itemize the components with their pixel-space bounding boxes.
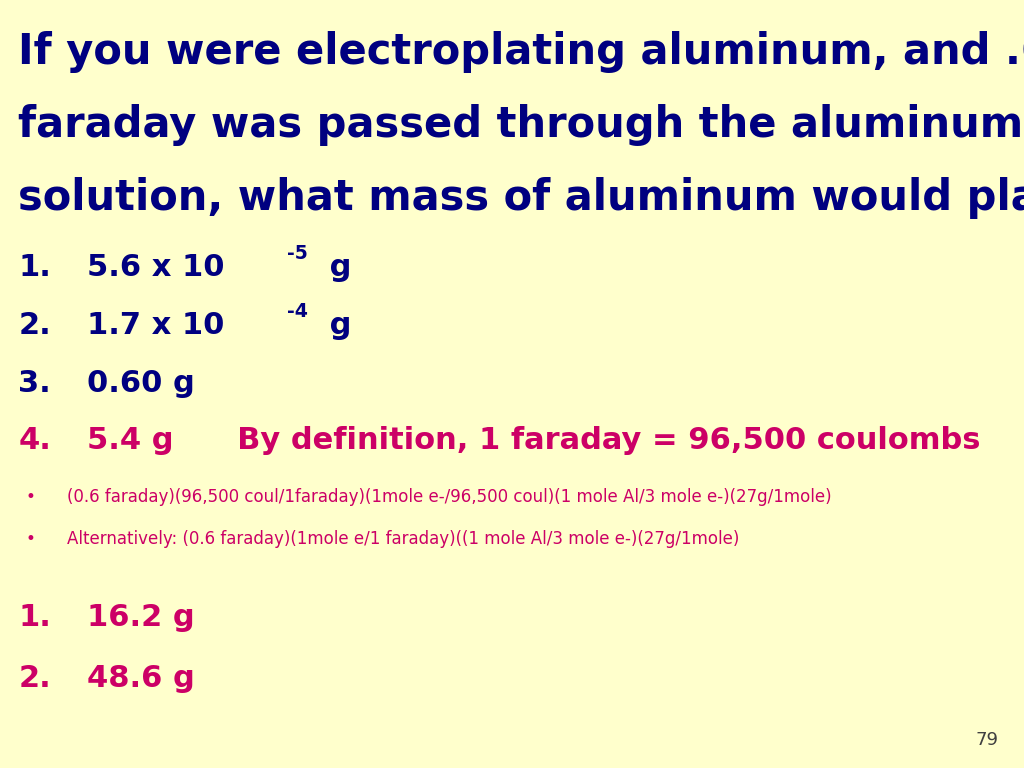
Text: 79: 79 bbox=[976, 731, 998, 749]
Text: g: g bbox=[319, 253, 352, 283]
Text: g: g bbox=[319, 311, 352, 340]
Text: 1.: 1. bbox=[18, 253, 51, 283]
Text: 5.6 x 10: 5.6 x 10 bbox=[87, 253, 224, 283]
Text: 16.2 g: 16.2 g bbox=[87, 603, 195, 632]
Text: 3.: 3. bbox=[18, 369, 51, 398]
Text: 4.: 4. bbox=[18, 426, 51, 455]
Text: •: • bbox=[26, 530, 36, 548]
Text: 5.4 g      By definition, 1 faraday = 96,500 coulombs: 5.4 g By definition, 1 faraday = 96,500 … bbox=[87, 426, 981, 455]
Text: 48.6 g: 48.6 g bbox=[87, 664, 195, 694]
Text: 2.: 2. bbox=[18, 664, 51, 694]
Text: 2.: 2. bbox=[18, 311, 51, 340]
Text: (0.6 faraday)(96,500 coul/1faraday)(1mole e-/96,500 coul)(1 mole Al/3 mole e-)(2: (0.6 faraday)(96,500 coul/1faraday)(1mol… bbox=[67, 488, 831, 505]
Text: 1.7 x 10: 1.7 x 10 bbox=[87, 311, 224, 340]
Text: •: • bbox=[26, 488, 36, 505]
Text: -5: -5 bbox=[287, 244, 307, 263]
Text: 1.: 1. bbox=[18, 603, 51, 632]
Text: Alternatively: (0.6 faraday)(1mole e/1 faraday)((1 mole Al/3 mole e-)(27g/1mole): Alternatively: (0.6 faraday)(1mole e/1 f… bbox=[67, 530, 739, 548]
Text: solution, what mass of aluminum would plate out?: solution, what mass of aluminum would pl… bbox=[18, 177, 1024, 219]
Text: If you were electroplating aluminum, and .60: If you were electroplating aluminum, and… bbox=[18, 31, 1024, 73]
Text: 0.60 g: 0.60 g bbox=[87, 369, 195, 398]
Text: -4: -4 bbox=[287, 302, 307, 321]
Text: faraday was passed through the aluminum sulfate: faraday was passed through the aluminum … bbox=[18, 104, 1024, 146]
